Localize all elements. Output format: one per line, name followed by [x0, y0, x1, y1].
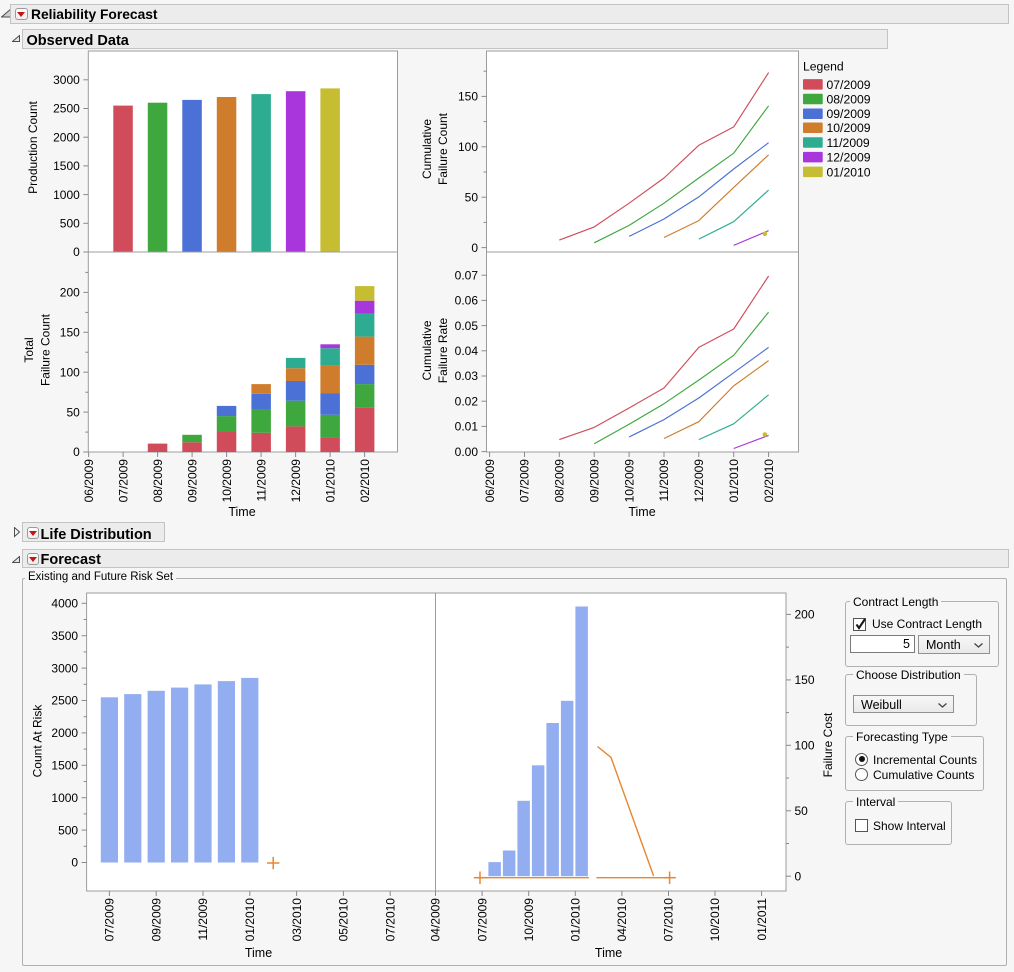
svg-text:500: 500: [60, 217, 80, 231]
svg-text:07/2009: 07/2009: [103, 898, 117, 942]
svg-text:09/2009: 09/2009: [827, 107, 871, 121]
svg-text:2500: 2500: [51, 694, 78, 708]
svg-text:2000: 2000: [53, 130, 80, 144]
svg-text:1000: 1000: [51, 791, 78, 805]
svg-text:3000: 3000: [53, 73, 80, 87]
svg-text:50: 50: [465, 190, 479, 204]
svg-text:09/2009: 09/2009: [149, 898, 163, 942]
svg-text:4000: 4000: [51, 597, 78, 611]
svg-text:100: 100: [795, 739, 815, 753]
svg-text:0: 0: [795, 869, 802, 883]
svg-text:0.02: 0.02: [455, 394, 479, 408]
svg-text:Total: Total: [22, 337, 36, 362]
svg-text:Cumulative: Cumulative: [420, 320, 434, 380]
svg-text:09/2009: 09/2009: [185, 459, 199, 503]
svg-text:02/2010: 02/2010: [358, 459, 372, 503]
svg-text:12/2009: 12/2009: [827, 151, 871, 165]
svg-text:150: 150: [795, 673, 815, 687]
svg-text:50: 50: [66, 405, 80, 419]
svg-text:2000: 2000: [51, 726, 78, 740]
svg-text:11/2009: 11/2009: [254, 459, 268, 502]
svg-text:100: 100: [458, 140, 478, 154]
svg-text:09/2009: 09/2009: [587, 459, 601, 503]
svg-text:Count At Risk: Count At Risk: [31, 704, 45, 778]
svg-text:0: 0: [471, 241, 478, 255]
svg-text:200: 200: [795, 608, 815, 622]
svg-text:01/2010: 01/2010: [827, 165, 871, 179]
svg-text:0.00: 0.00: [455, 445, 479, 459]
svg-text:200: 200: [60, 286, 80, 300]
svg-text:01/2010: 01/2010: [243, 898, 257, 942]
svg-text:10/2010: 10/2010: [708, 898, 722, 942]
svg-text:Time: Time: [228, 505, 255, 519]
svg-text:01/2010: 01/2010: [323, 459, 337, 503]
svg-text:1500: 1500: [53, 159, 80, 173]
svg-text:11/2009: 11/2009: [196, 898, 210, 941]
svg-text:11/2009: 11/2009: [657, 459, 671, 502]
svg-text:Time: Time: [595, 946, 622, 960]
svg-text:Time: Time: [245, 946, 272, 960]
svg-text:150: 150: [60, 326, 80, 340]
svg-text:Failure Rate: Failure Rate: [436, 318, 450, 384]
svg-text:0.04: 0.04: [455, 344, 479, 358]
svg-text:07/2009: 07/2009: [116, 459, 130, 503]
svg-text:150: 150: [458, 90, 478, 104]
svg-text:0: 0: [73, 445, 80, 459]
svg-text:0.06: 0.06: [455, 294, 479, 308]
svg-text:3500: 3500: [51, 629, 78, 643]
svg-text:10/2009: 10/2009: [622, 459, 636, 503]
svg-text:08/2009: 08/2009: [827, 93, 871, 107]
svg-text:12/2009: 12/2009: [289, 459, 303, 503]
svg-text:1500: 1500: [51, 759, 78, 773]
svg-text:03/2010: 03/2010: [290, 898, 304, 942]
svg-text:01/2011: 01/2011: [755, 898, 769, 941]
svg-text:11/2009: 11/2009: [827, 136, 870, 150]
svg-text:Failure Count: Failure Count: [436, 112, 450, 185]
svg-text:Failure Count: Failure Count: [39, 313, 53, 386]
svg-text:02/2010: 02/2010: [762, 459, 776, 503]
svg-text:0: 0: [73, 245, 80, 259]
svg-text:3000: 3000: [51, 661, 78, 675]
svg-text:01/2010: 01/2010: [727, 459, 741, 503]
svg-text:Cumulative: Cumulative: [420, 119, 434, 179]
svg-text:07/2009: 07/2009: [518, 459, 532, 503]
svg-text:100: 100: [60, 365, 80, 379]
svg-text:07/2009: 07/2009: [475, 898, 489, 942]
svg-text:50: 50: [795, 804, 809, 818]
svg-text:Time: Time: [628, 505, 655, 519]
svg-text:0.01: 0.01: [455, 420, 479, 434]
svg-text:10/2009: 10/2009: [522, 898, 536, 942]
svg-text:07/2010: 07/2010: [383, 898, 397, 942]
svg-text:10/2009: 10/2009: [220, 459, 234, 503]
svg-text:0: 0: [71, 856, 78, 870]
svg-text:07/2010: 07/2010: [662, 898, 676, 942]
svg-text:08/2009: 08/2009: [553, 459, 567, 503]
svg-text:12/2009: 12/2009: [692, 459, 706, 503]
svg-text:0.03: 0.03: [455, 369, 479, 383]
svg-text:07/2009: 07/2009: [827, 78, 871, 92]
svg-text:01/2010: 01/2010: [569, 898, 583, 942]
svg-text:1000: 1000: [53, 188, 80, 202]
svg-text:06/2009: 06/2009: [483, 459, 497, 503]
svg-text:2500: 2500: [53, 102, 80, 116]
svg-text:08/2009: 08/2009: [151, 459, 165, 503]
svg-text:500: 500: [58, 823, 78, 837]
svg-text:05/2010: 05/2010: [337, 898, 351, 942]
svg-text:04/2010: 04/2010: [615, 898, 629, 942]
svg-text:Failure Cost: Failure Cost: [821, 712, 835, 777]
svg-text:10/2009: 10/2009: [827, 121, 871, 135]
svg-text:Legend: Legend: [803, 60, 844, 74]
svg-text:0.05: 0.05: [455, 319, 479, 333]
svg-text:0.07: 0.07: [455, 268, 479, 282]
svg-text:06/2009: 06/2009: [82, 459, 96, 503]
svg-text:04/2009: 04/2009: [429, 898, 443, 942]
svg-text:Production Count: Production Count: [26, 100, 40, 193]
